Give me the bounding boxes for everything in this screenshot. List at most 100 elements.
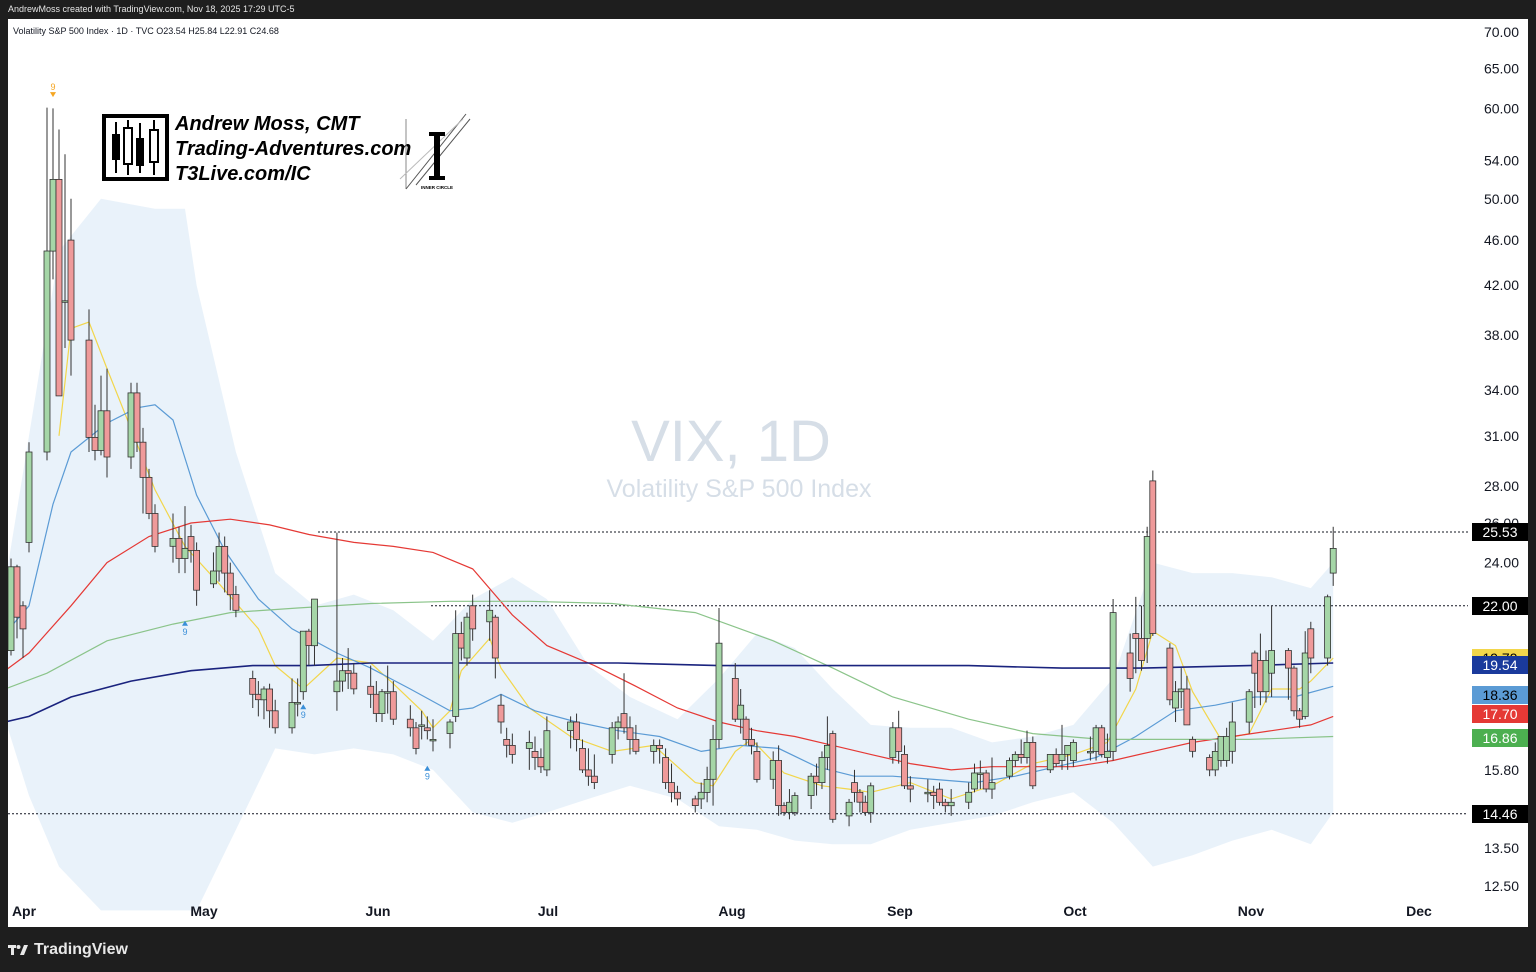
candle — [748, 727, 755, 755]
candle-body — [452, 633, 460, 717]
candle-body — [867, 785, 875, 813]
candle-body — [1245, 691, 1253, 723]
candle-body — [525, 742, 533, 749]
candle — [452, 610, 460, 723]
price-tag: 14.46 — [1472, 804, 1528, 823]
candle-body — [1301, 652, 1309, 717]
candle-body — [1006, 760, 1013, 777]
candle — [753, 742, 761, 783]
candle-body — [446, 721, 454, 734]
candle — [1166, 643, 1174, 706]
candle — [446, 719, 454, 749]
candle — [1058, 724, 1066, 770]
candle — [8, 558, 15, 656]
candle-body — [97, 410, 105, 451]
candle — [856, 789, 864, 813]
candle — [299, 630, 307, 700]
candle-body — [895, 727, 903, 752]
candle-body — [662, 757, 669, 784]
candle — [818, 751, 826, 790]
candle-body — [1017, 754, 1025, 758]
candle-body — [288, 702, 296, 729]
candle-body — [697, 791, 705, 800]
candle-body — [1329, 548, 1337, 574]
candle-body — [226, 572, 234, 596]
candle-body — [1087, 751, 1094, 754]
y-tick-label: 54.00 — [1484, 153, 1519, 169]
candle-body — [591, 775, 598, 784]
candle — [406, 705, 414, 737]
candle — [1132, 596, 1140, 674]
candle-body — [656, 745, 663, 749]
candle — [845, 798, 853, 827]
y-tick-label: 31.00 — [1484, 428, 1519, 444]
y-tick-label: 24.00 — [1484, 555, 1519, 571]
chart-area[interactable]: VIX, 1D Volatility S&P 500 Index 9 9 9 9 70… — [8, 19, 1528, 927]
candle — [742, 716, 750, 746]
candle — [412, 722, 420, 755]
candle-body — [8, 566, 15, 651]
candle — [139, 427, 147, 514]
candle-body — [1064, 745, 1072, 755]
y-tick-label: 13.50 — [1484, 840, 1519, 856]
candle-body — [175, 538, 183, 559]
candle-body — [1223, 736, 1230, 761]
candle — [697, 782, 705, 810]
y-tick-label: 28.00 — [1484, 478, 1519, 494]
candle — [13, 564, 21, 639]
candle — [988, 757, 996, 799]
candle — [936, 782, 943, 806]
candle-body — [497, 704, 505, 723]
candle-body — [573, 721, 580, 740]
candle-body — [585, 769, 592, 777]
candle — [333, 532, 341, 711]
candle-body — [418, 724, 426, 727]
marker-arrow-icon — [50, 92, 56, 98]
symbol-legend[interactable]: Volatility S&P 500 Index · 1D · TVC O23.… — [13, 26, 279, 36]
tradingview-brand: TradingView — [34, 941, 128, 958]
candle — [145, 468, 153, 520]
candle-body — [151, 513, 159, 547]
candle — [423, 716, 431, 740]
tradingview-logo[interactable]: TradingView — [8, 941, 128, 959]
candle-body — [775, 760, 782, 806]
brand-website: Trading-Adventures.com — [175, 138, 411, 160]
brand-site-2: T3Live.com/IC — [175, 163, 311, 185]
y-axis: 70.00 65.00 60.00 54.00 50.00 46.00 42.00 38.00… — [1484, 24, 1519, 894]
candle-body — [889, 727, 897, 758]
candle-body — [1046, 754, 1054, 771]
candle-body — [91, 436, 99, 451]
candle-body — [906, 785, 914, 790]
candle-body — [1092, 727, 1100, 752]
watermark-symbol: VIX, 1D — [631, 409, 831, 474]
x-tick-label: Aug — [718, 903, 745, 919]
candle-body — [249, 678, 257, 695]
candle — [1189, 736, 1196, 758]
candle — [791, 792, 799, 816]
candle-body — [423, 727, 431, 732]
candle-body — [982, 772, 990, 790]
candle-body — [715, 642, 723, 740]
candle — [288, 678, 296, 734]
candle — [531, 736, 539, 770]
moving-average-line — [8, 662, 1334, 723]
candle-body — [709, 739, 717, 780]
candle-body — [537, 757, 545, 768]
candle — [1324, 594, 1331, 666]
candle-body — [1149, 480, 1157, 634]
price-chart[interactable]: VIX, 1D Volatility S&P 500 Index 9 9 9 9 70… — [8, 19, 1528, 927]
candle-body — [260, 688, 268, 701]
candle-body — [429, 739, 437, 742]
x-tick-label: Nov — [1238, 903, 1265, 919]
price-tag: 22.00 — [1472, 596, 1528, 615]
candle — [829, 730, 837, 823]
candle-body — [791, 795, 799, 813]
candle-body — [350, 672, 358, 690]
footer-bar: TradingView — [0, 928, 1536, 972]
y-tick-label: 60.00 — [1484, 100, 1519, 116]
candle-body — [674, 791, 681, 800]
candle-body — [1011, 754, 1019, 761]
candle — [1138, 605, 1145, 671]
candle-body — [486, 609, 494, 623]
candle-body — [901, 754, 908, 787]
